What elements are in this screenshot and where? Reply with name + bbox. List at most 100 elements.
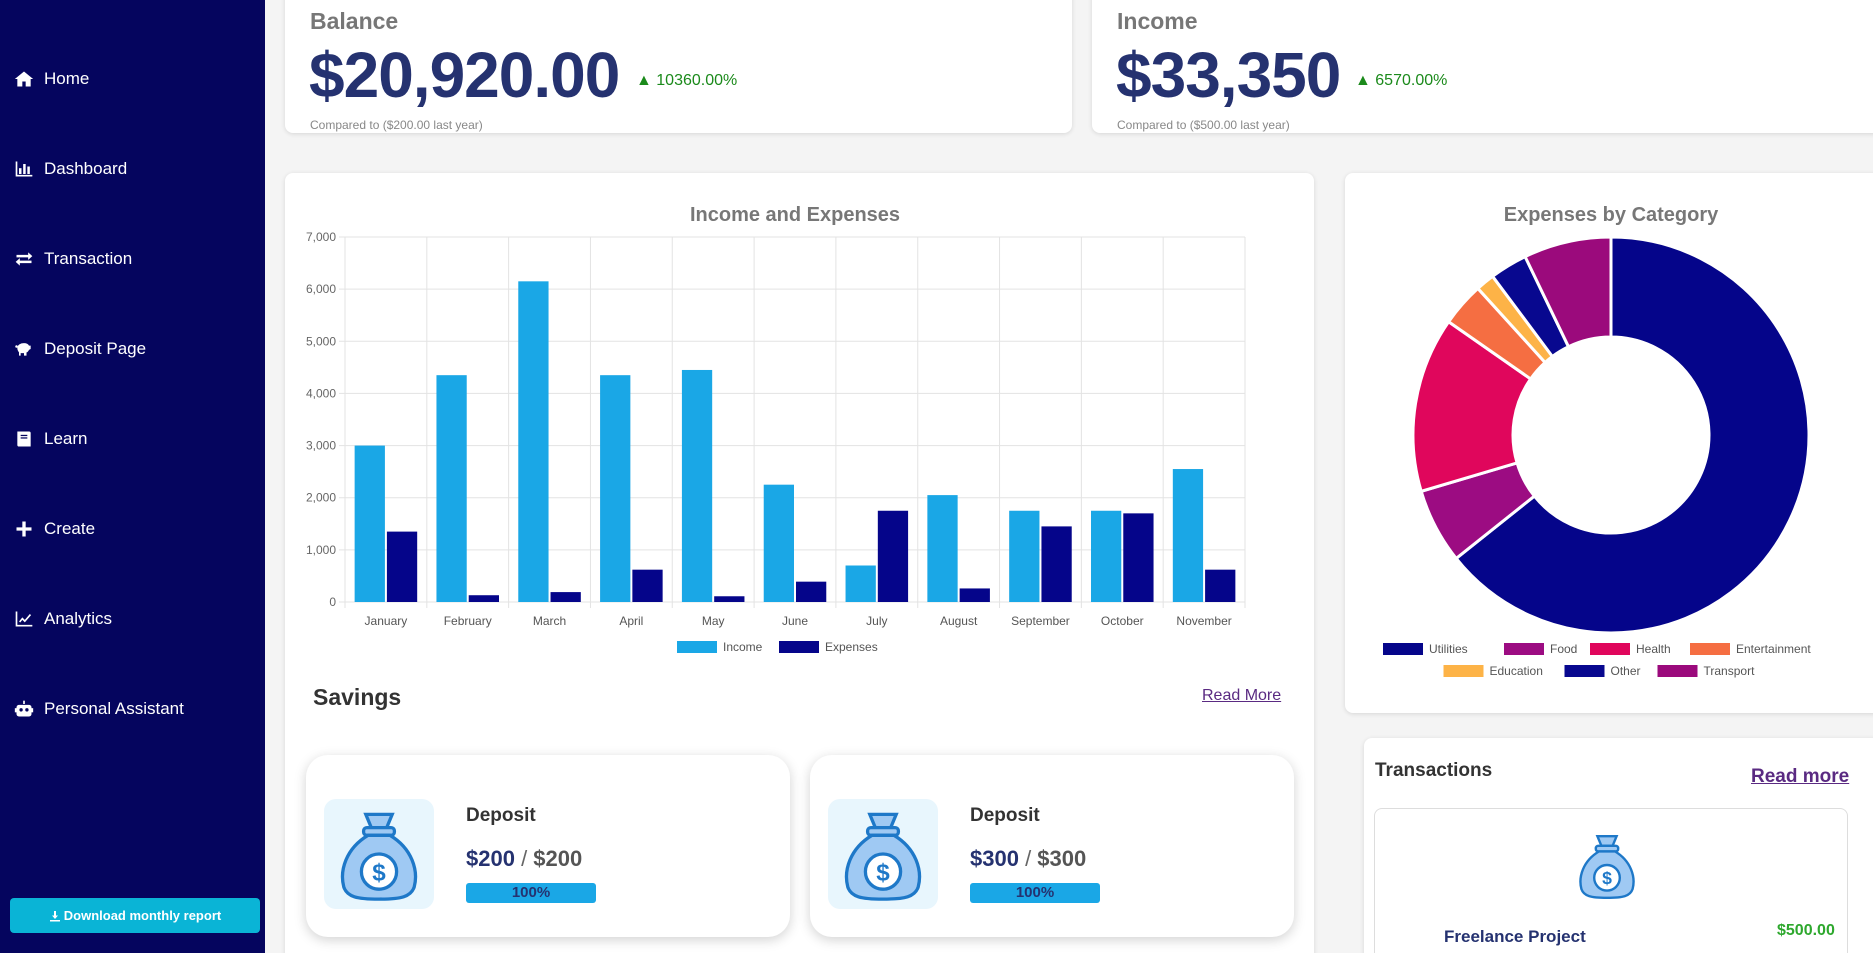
sidebar-item-label: Personal Assistant	[44, 699, 184, 718]
legend-label[interactable]: Food	[1550, 642, 1577, 656]
legend-label[interactable]: Income	[723, 640, 763, 654]
legend-label[interactable]: Health	[1636, 642, 1671, 656]
legend-label[interactable]: Education	[1490, 664, 1543, 678]
balance-note: Compared to ($200.00 last year)	[310, 118, 483, 132]
bar-income[interactable]	[1172, 469, 1204, 602]
x-tick-label: August	[940, 614, 978, 628]
bar-expenses[interactable]	[1205, 569, 1236, 602]
bar-income[interactable]	[600, 375, 631, 602]
transaction-item[interactable]: $ Freelance Project $500.00	[1374, 808, 1848, 953]
x-tick-label: June	[782, 614, 808, 628]
x-tick-label: October	[1101, 614, 1144, 628]
savings-title: Savings	[313, 684, 402, 710]
savings-amount: $300 / $300	[970, 846, 1086, 872]
download-report-button[interactable]: Download monthly report	[10, 898, 260, 933]
legend-label[interactable]: Expenses	[825, 640, 878, 654]
savings-card[interactable]: $ Deposit $300 / $300 100%	[810, 755, 1294, 937]
transactions-read-more-link[interactable]: Read more	[1751, 766, 1850, 787]
sidebar-item-dashboard[interactable]: Dashboard	[14, 159, 127, 179]
savings-progress-bar: 100%	[970, 883, 1100, 903]
expenses-category-chart: Expenses by Category Utilities Food Health E…	[1383, 204, 1811, 678]
legend-swatch	[1504, 643, 1544, 655]
bar-income[interactable]	[1009, 510, 1040, 602]
sidebar-item-learn[interactable]: Learn	[14, 429, 87, 449]
bar-income[interactable]	[518, 281, 549, 602]
balance-change: ▲ 10360.00%	[636, 72, 738, 89]
legend-label[interactable]: Other	[1611, 664, 1641, 678]
bar-income[interactable]	[1091, 510, 1122, 602]
bar-income[interactable]	[681, 369, 713, 602]
slice-transport[interactable]	[1523, 235, 1613, 349]
sidebar-item-personal-assistant[interactable]: Personal Assistant	[14, 699, 184, 719]
plus-icon	[16, 521, 32, 537]
bar-expenses[interactable]	[468, 595, 499, 602]
y-tick-label: 5,000	[306, 334, 336, 348]
exchange-icon	[15, 252, 33, 266]
legend-swatch	[1443, 665, 1484, 677]
income-title: Income	[1117, 8, 1198, 34]
bar-expenses[interactable]	[1123, 513, 1154, 602]
svg-text:$: $	[372, 859, 386, 886]
bar-expenses[interactable]	[386, 531, 418, 602]
savings-separator: /	[1018, 846, 1038, 871]
x-tick-label: November	[1176, 614, 1231, 628]
legend-swatch	[1657, 665, 1698, 677]
savings-card[interactable]: $ Deposit $200 / $200 100%	[306, 755, 790, 937]
svg-text:$: $	[876, 859, 890, 886]
book-icon	[17, 431, 31, 447]
bar-expenses[interactable]	[877, 510, 909, 602]
sidebar-item-create[interactable]: Create	[14, 519, 95, 539]
bar-expenses[interactable]	[714, 596, 745, 602]
y-tick-label: 2,000	[306, 491, 336, 505]
legend-label[interactable]: Transport	[1704, 664, 1756, 678]
bar-income[interactable]	[354, 445, 385, 602]
line-chart-icon	[15, 611, 33, 627]
bar-expenses[interactable]	[550, 592, 581, 602]
balance-card: Balance $20,920.00 ▲ 10360.00% Compared …	[285, 0, 1072, 133]
legend-swatch	[677, 641, 717, 653]
y-tick-label: 6,000	[306, 282, 336, 296]
savings-progress-bar: 100%	[466, 883, 596, 903]
x-tick-label: September	[1011, 614, 1070, 628]
slice-health[interactable]	[1411, 319, 1533, 494]
y-tick-label: 7,000	[306, 230, 336, 244]
transaction-name: Freelance Project	[1444, 927, 1586, 946]
bar-expenses[interactable]	[632, 569, 663, 602]
bar-income[interactable]	[927, 495, 958, 602]
download-report-label: Download monthly report	[63, 908, 222, 923]
home-icon	[14, 71, 34, 87]
savings-read-more-link[interactable]: Read More	[1202, 687, 1282, 704]
bar-income[interactable]	[436, 375, 467, 602]
sidebar-item-label: Create	[44, 519, 96, 538]
x-tick-label: May	[702, 614, 725, 628]
piggy-bank-icon	[15, 343, 31, 356]
bar-expenses[interactable]	[796, 581, 827, 602]
download-icon	[49, 910, 60, 921]
sidebar-item-label: Analytics	[44, 609, 113, 628]
sidebar-item-label: Home	[44, 69, 90, 88]
slice-utilities[interactable]	[1454, 235, 1811, 635]
savings-separator: /	[514, 846, 534, 871]
sidebar-item-label: Transaction	[44, 249, 133, 268]
legend-swatch	[1590, 643, 1630, 655]
sidebar-item-analytics[interactable]: Analytics	[14, 609, 112, 629]
bar-expenses[interactable]	[959, 588, 990, 602]
legend-swatch	[1383, 643, 1423, 655]
sidebar-item-home[interactable]: Home	[14, 69, 89, 89]
y-tick-label: 4,000	[306, 386, 336, 400]
balance-value: $20,920.00	[309, 39, 620, 111]
sidebar-item-deposit-page[interactable]: Deposit Page	[14, 339, 146, 359]
legend-label[interactable]: Entertainment	[1736, 642, 1811, 656]
savings-saved: $200	[466, 846, 515, 871]
income-value: $33,350	[1116, 39, 1341, 111]
bar-income[interactable]	[845, 565, 876, 603]
sidebar-item-transaction[interactable]: Transaction	[14, 249, 132, 269]
bar-income[interactable]	[763, 484, 794, 602]
sidebar-item-label: Dashboard	[44, 159, 128, 178]
money-bag-icon: $	[1579, 835, 1635, 900]
x-tick-label: July	[866, 614, 887, 628]
chart-title: Income and Expenses	[690, 204, 900, 226]
legend-label[interactable]: Utilities	[1429, 642, 1468, 656]
svg-text:$: $	[1602, 868, 1612, 888]
bar-expenses[interactable]	[1041, 526, 1072, 602]
